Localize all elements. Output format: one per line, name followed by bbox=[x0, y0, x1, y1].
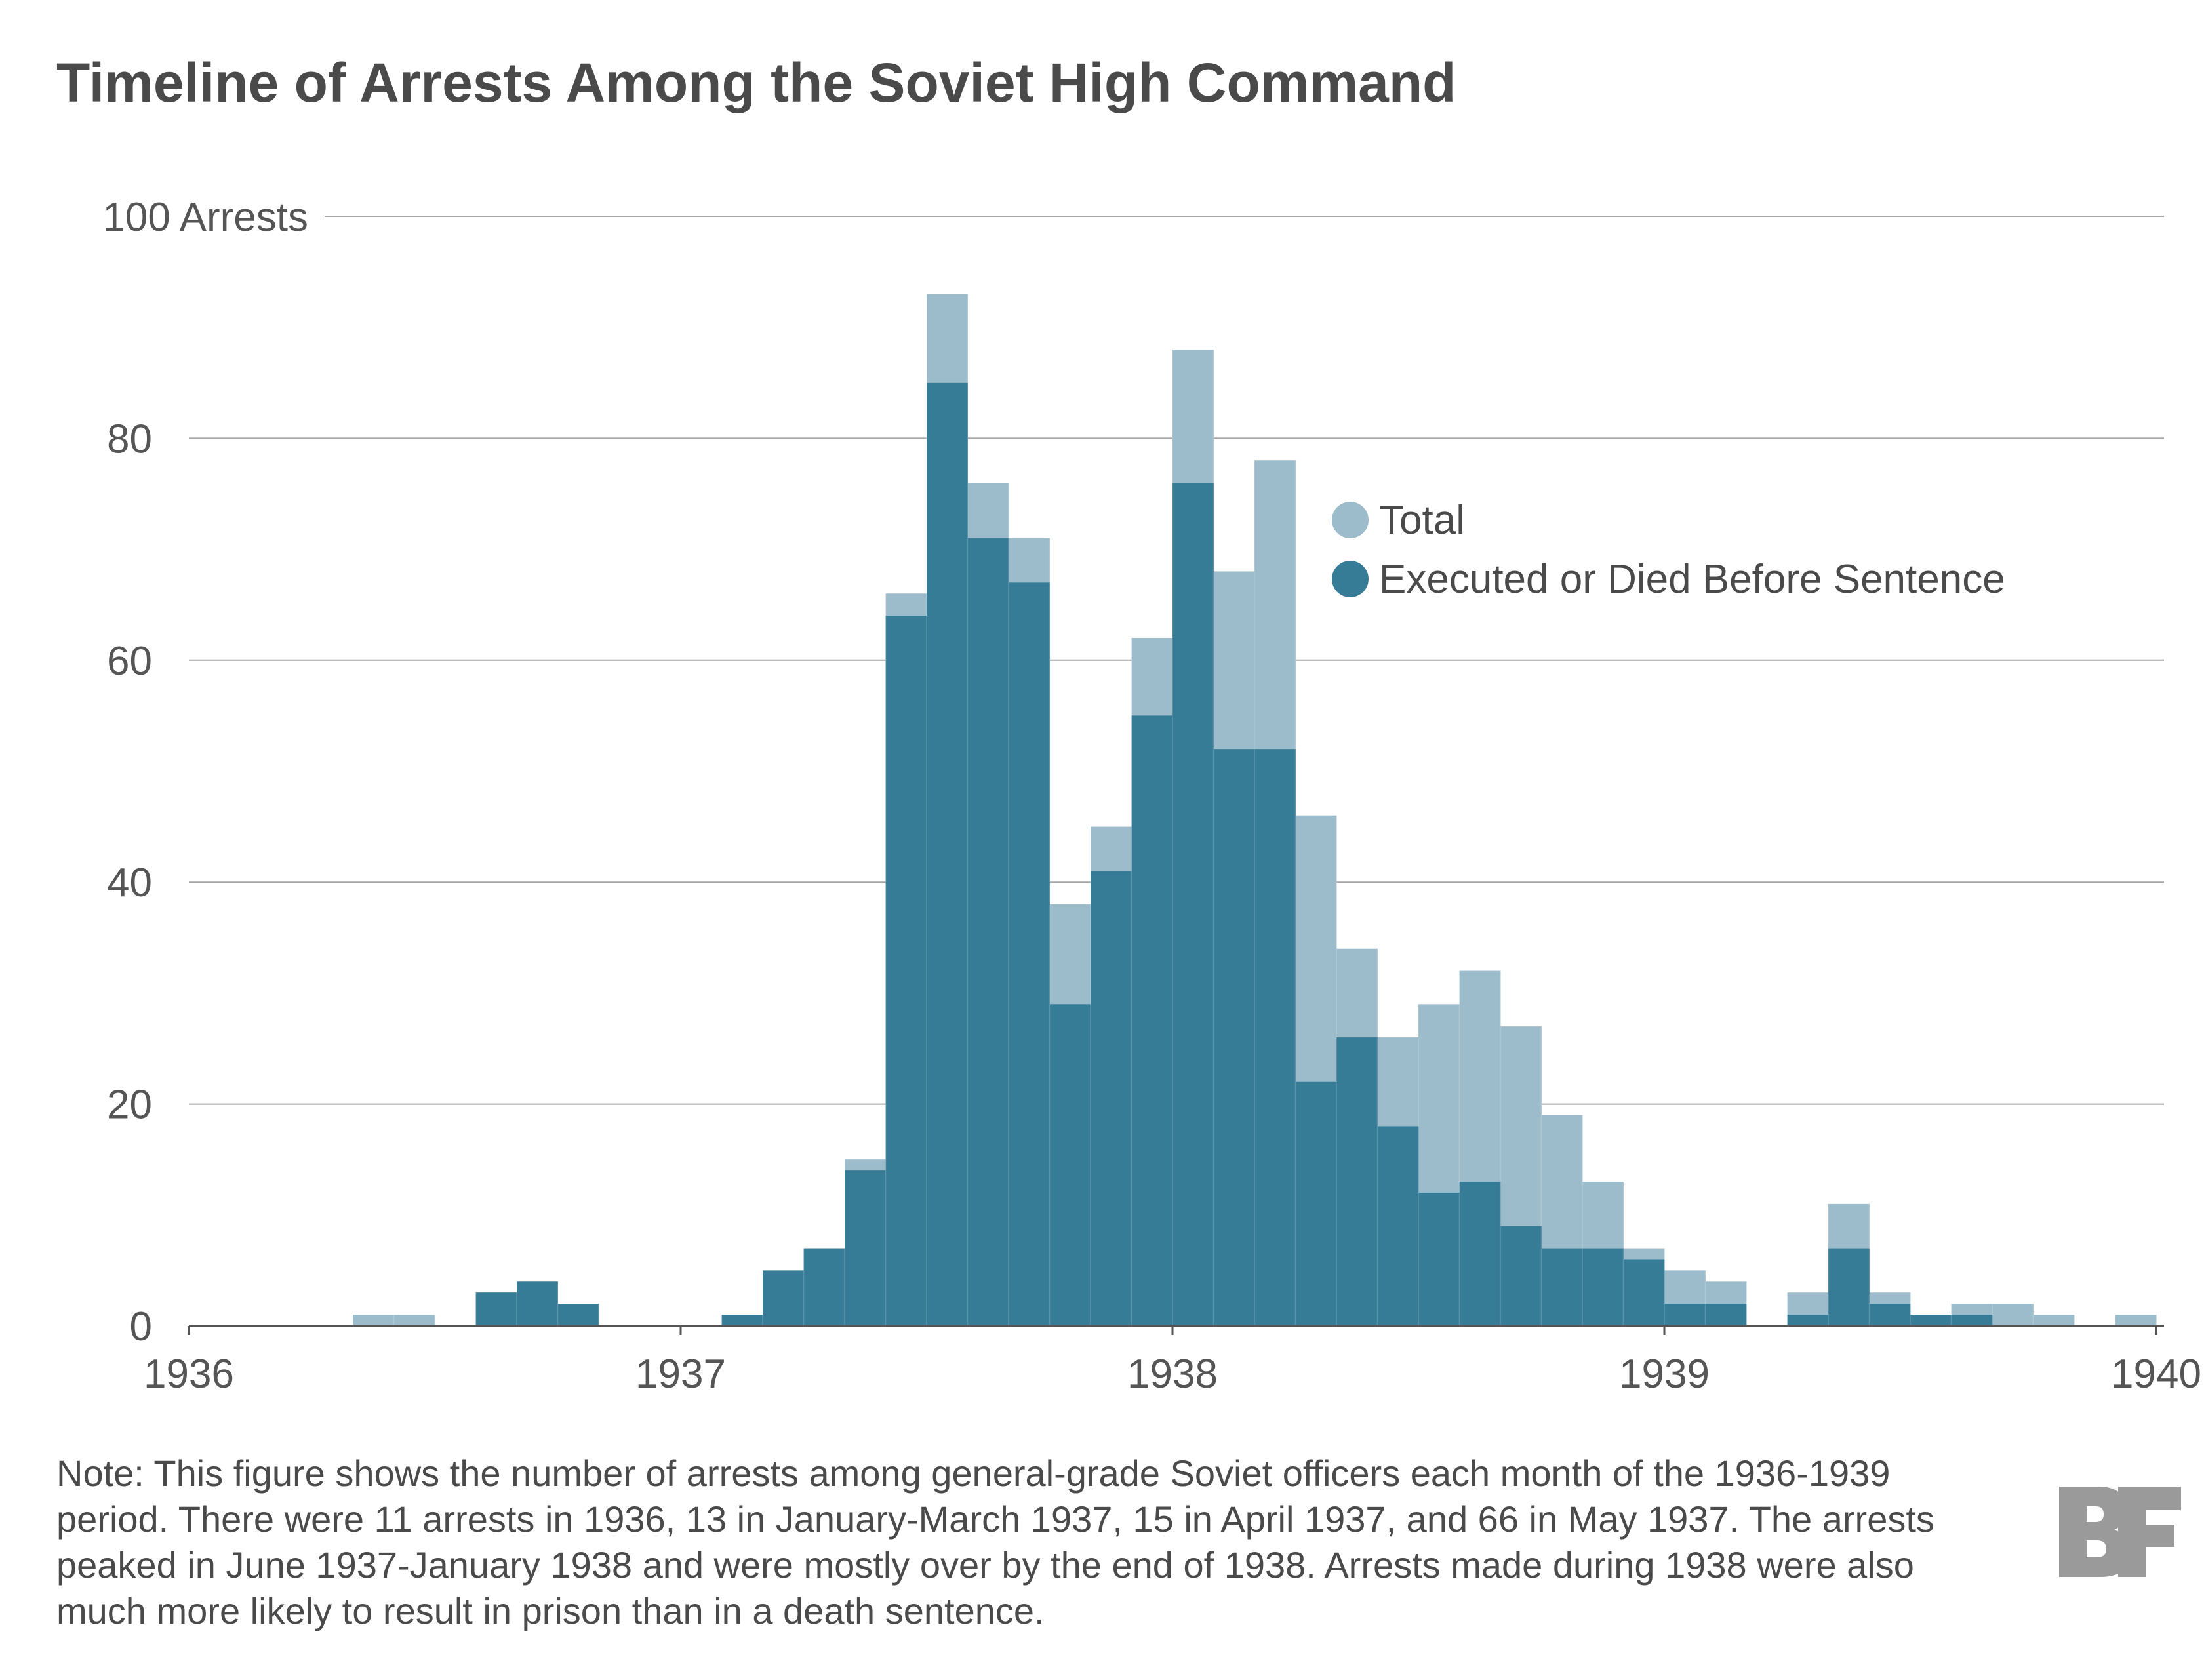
bar-total bbox=[2115, 1315, 2157, 1326]
x-tick-label: 1937 bbox=[635, 1351, 726, 1397]
y-tick-label: 40 bbox=[107, 860, 152, 906]
bar-total bbox=[1992, 1304, 2034, 1326]
bar-executed bbox=[967, 538, 1009, 1327]
bar-executed bbox=[1336, 1037, 1378, 1326]
y-tick-label: 80 bbox=[107, 416, 152, 462]
legend: Total Executed or Died Before Sentence bbox=[1332, 498, 2005, 602]
y-tick-label: 60 bbox=[107, 639, 152, 684]
bar-executed bbox=[1664, 1304, 1706, 1326]
bf-logo bbox=[2059, 1487, 2181, 1577]
y-tick-label: 100 Arrests bbox=[102, 195, 308, 240]
bar-total bbox=[353, 1315, 394, 1326]
bar-executed bbox=[1009, 582, 1050, 1326]
bar-executed bbox=[1582, 1248, 1624, 1326]
bar-total bbox=[2033, 1315, 2075, 1326]
x-tick-label: 1939 bbox=[1619, 1351, 1710, 1397]
executed-bars bbox=[352, 294, 2116, 1327]
bar-executed bbox=[1254, 749, 1296, 1326]
bar-executed bbox=[1049, 1004, 1091, 1326]
bar-executed bbox=[1623, 1259, 1665, 1326]
bar-executed bbox=[1910, 1315, 1952, 1326]
bar-executed bbox=[1541, 1248, 1583, 1326]
bar-executed bbox=[1213, 749, 1255, 1326]
bar-executed bbox=[1131, 715, 1173, 1326]
chart-note: Note: This figure shows the number of ar… bbox=[56, 1452, 1934, 1631]
legend-executed-label: Executed or Died Before Sentence bbox=[1379, 557, 2005, 602]
x-tick-labels: 1936 1937 1938 1939 1940 bbox=[144, 1351, 2201, 1397]
x-tick-label: 1938 bbox=[1127, 1351, 1218, 1397]
x-axis bbox=[188, 1325, 2164, 1335]
bar-executed bbox=[1091, 871, 1132, 1326]
bar-executed bbox=[517, 1281, 558, 1326]
y-tick-label: 0 bbox=[130, 1304, 152, 1350]
bar-executed bbox=[885, 616, 927, 1326]
bar-executed bbox=[475, 1292, 517, 1326]
bar-executed bbox=[1172, 483, 1214, 1326]
x-tick-label: 1940 bbox=[2111, 1351, 2201, 1397]
bar-executed bbox=[1295, 1081, 1337, 1326]
bar-executed bbox=[557, 1304, 599, 1326]
bar-executed bbox=[1787, 1315, 1829, 1326]
bar-executed bbox=[803, 1248, 845, 1326]
bar-executed bbox=[1459, 1182, 1501, 1326]
bar-total bbox=[393, 1315, 435, 1326]
y-tick-labels: 0 20 40 60 80 100 Arrests bbox=[102, 195, 308, 1350]
bar-executed bbox=[1377, 1126, 1419, 1326]
bar-executed bbox=[1705, 1304, 1747, 1326]
bar-executed bbox=[763, 1270, 804, 1326]
bar-executed bbox=[721, 1315, 763, 1326]
bar-executed bbox=[1418, 1192, 1460, 1326]
page-title: Timeline of Arrests Among the Soviet Hig… bbox=[56, 52, 1456, 113]
bar-executed bbox=[1869, 1304, 1911, 1326]
bar-executed bbox=[1828, 1248, 1870, 1326]
x-tick-label: 1936 bbox=[144, 1351, 234, 1397]
y-tick-label: 20 bbox=[107, 1083, 152, 1128]
chart: 0 20 40 60 80 100 Arrests 1936 1937 1938 1939 194… bbox=[102, 195, 2201, 1397]
bar-executed bbox=[1500, 1226, 1542, 1326]
bar-executed bbox=[1951, 1315, 1993, 1326]
legend-total-label: Total bbox=[1379, 498, 1465, 543]
legend-executed-swatch bbox=[1332, 561, 1369, 597]
legend-total-swatch bbox=[1332, 502, 1369, 538]
bar-executed bbox=[845, 1170, 886, 1326]
bar-executed bbox=[927, 382, 968, 1326]
